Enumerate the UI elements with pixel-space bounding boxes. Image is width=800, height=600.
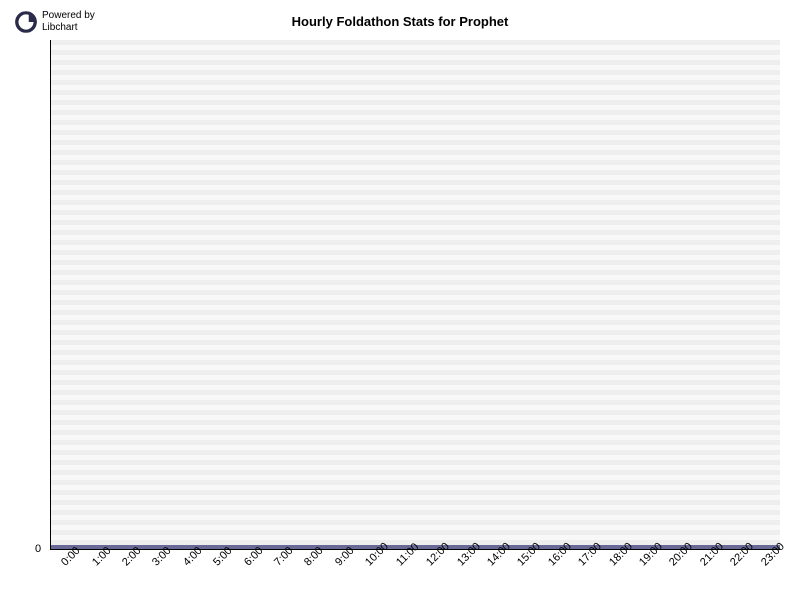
x-axis-labels: 0:001:002:003:004:005:006:007:008:009:00… bbox=[50, 555, 780, 595]
gridlines bbox=[51, 40, 780, 549]
chart-title: Hourly Foldathon Stats for Prophet bbox=[292, 14, 509, 29]
logo-area: Powered by Libchart bbox=[15, 10, 95, 34]
plot-area bbox=[50, 40, 780, 550]
libchart-logo-icon bbox=[15, 11, 37, 33]
y-axis-label-0: 0 bbox=[35, 543, 41, 555]
powered-by-text: Powered by Libchart bbox=[42, 10, 95, 34]
powered-by-line2: Libchart bbox=[42, 22, 95, 34]
powered-by-line1: Powered by bbox=[42, 10, 95, 22]
